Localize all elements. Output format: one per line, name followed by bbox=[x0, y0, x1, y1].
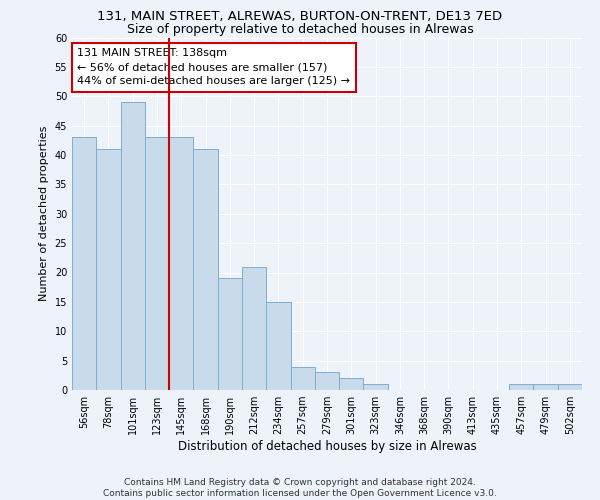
Bar bbox=[218, 278, 242, 390]
Bar bbox=[509, 384, 533, 390]
Bar bbox=[290, 366, 315, 390]
Bar bbox=[364, 384, 388, 390]
Bar bbox=[558, 384, 582, 390]
Bar bbox=[266, 302, 290, 390]
Text: Contains HM Land Registry data © Crown copyright and database right 2024.
Contai: Contains HM Land Registry data © Crown c… bbox=[103, 478, 497, 498]
Bar bbox=[145, 138, 169, 390]
Bar bbox=[96, 149, 121, 390]
Bar bbox=[72, 138, 96, 390]
Text: 131, MAIN STREET, ALREWAS, BURTON-ON-TRENT, DE13 7ED: 131, MAIN STREET, ALREWAS, BURTON-ON-TRE… bbox=[97, 10, 503, 23]
Bar bbox=[315, 372, 339, 390]
Bar bbox=[121, 102, 145, 390]
X-axis label: Distribution of detached houses by size in Alrewas: Distribution of detached houses by size … bbox=[178, 440, 476, 453]
Y-axis label: Number of detached properties: Number of detached properties bbox=[39, 126, 49, 302]
Bar bbox=[193, 149, 218, 390]
Bar bbox=[533, 384, 558, 390]
Bar bbox=[169, 138, 193, 390]
Bar bbox=[339, 378, 364, 390]
Text: 131 MAIN STREET: 138sqm
← 56% of detached houses are smaller (157)
44% of semi-d: 131 MAIN STREET: 138sqm ← 56% of detache… bbox=[77, 48, 350, 86]
Text: Size of property relative to detached houses in Alrewas: Size of property relative to detached ho… bbox=[127, 22, 473, 36]
Bar bbox=[242, 266, 266, 390]
